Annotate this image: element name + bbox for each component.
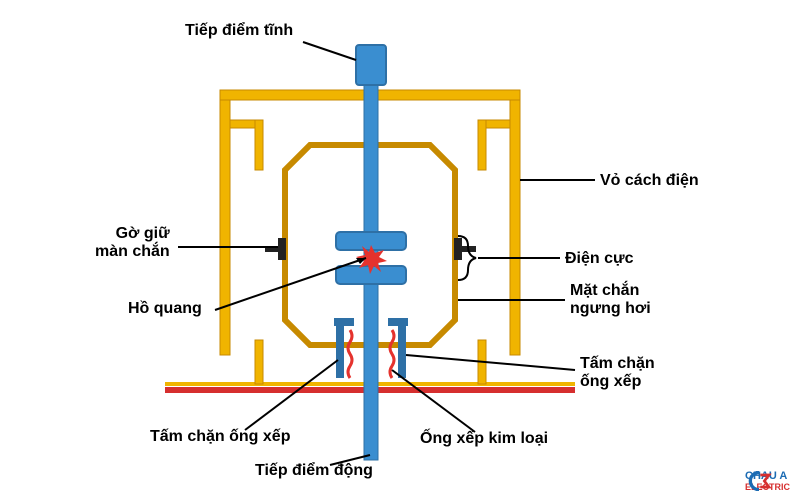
vacuum-interrupter-diagram: Tiếp điểm tĩnh Vỏ cách điện Gờ giữ màn c…	[0, 0, 800, 500]
label-vapor-shield: Mặt chắn ngưng hơi	[570, 282, 651, 319]
brand-logo: CHAU A ELECTRIC	[745, 471, 790, 492]
label-insulation-envelope: Vỏ cách điện	[600, 172, 699, 190]
label-shield-support: Gờ giữ màn chắn	[95, 225, 170, 262]
label-bellows-shield-left: Tấm chặn ống xếp	[150, 428, 290, 446]
label-moving-contact: Tiếp điểm động	[255, 462, 373, 480]
label-fixed-contact: Tiếp điểm tĩnh	[185, 22, 293, 40]
logo-icon	[745, 471, 773, 491]
label-bellows-shield-right: Tấm chặn ống xếp	[580, 355, 655, 392]
label-arc: Hồ quang	[128, 300, 202, 318]
label-electrode: Điện cực	[565, 250, 634, 268]
label-metal-bellows: Ống xếp kim loại	[420, 430, 548, 448]
